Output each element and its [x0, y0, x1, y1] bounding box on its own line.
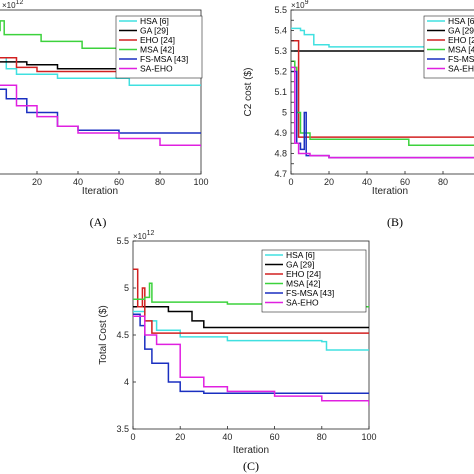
x-tick-label-c: 100 — [361, 432, 376, 442]
legend-label-eho-b: EHO [24] — [448, 35, 474, 45]
series-line-sa-eho-a — [0, 84, 201, 147]
chart-panel-a: 20 40 60 80 100 ×1012 Iteration (A) HSA [6]G… — [0, 0, 209, 229]
chart-panel-c: 0 20 40 60 80 100 3.5 4 4.5 5 5.5 ×1012 Total Cost… — [98, 230, 377, 473]
x-axis-label-b: Iteration — [372, 186, 408, 197]
y-tick-label-b: 5.4 — [274, 26, 287, 36]
series-line-hsa-b — [291, 27, 474, 48]
series-layer-a — [0, 20, 201, 147]
y-tick-label-b: 5.5 — [274, 5, 287, 15]
y-tick-label-b: 5 — [282, 108, 287, 118]
legend-label-hsa-b: HSA [6] — [448, 16, 474, 26]
legend-label-ga-a: GA [29] — [140, 26, 168, 36]
series-line-sa-eho-b — [291, 66, 474, 159]
x-tick-label-b: 40 — [362, 177, 372, 187]
series-line-ga-a — [0, 61, 201, 70]
x-tick-label-c: 20 — [175, 432, 185, 442]
x-tick-label-a: 100 — [193, 177, 208, 187]
series-line-sa-eho-c — [133, 315, 369, 406]
y-tick-label-c: 5.5 — [116, 236, 129, 246]
exponent-value-a: 12 — [16, 0, 24, 6]
series-line-eho-b — [291, 40, 474, 138]
y-tick-label-c: 3.5 — [116, 424, 129, 434]
legend-box-b — [423, 15, 474, 79]
y-tick-label-b: 5.2 — [274, 67, 287, 77]
legend-label-hsa-c: HSA [6] — [286, 250, 315, 260]
legend-label-fs-msa-a: FS-MSA [43] — [140, 54, 188, 64]
series-line-msa-a — [0, 20, 201, 50]
legend-a: HSA [6]GA [29]EHO [24]MSA [42]FS-MSA [43… — [115, 15, 203, 79]
exponent-c: ×1012 — [133, 230, 154, 241]
legend-label-msa-a: MSA [42] — [140, 45, 175, 55]
panel-label-c: (C) — [243, 459, 259, 473]
chart-panel-b: 0 20 40 60 804.74.84.955.15.25.35.45.5 ×109 … — [243, 0, 474, 229]
y-axis-label-b: C2 cost ($) — [243, 68, 254, 117]
x-tick-label-c: 60 — [270, 432, 280, 442]
x-axis-label-c: Iteration — [233, 445, 269, 456]
x-tick-label-c: 40 — [222, 432, 232, 442]
x-tick-label-a: 40 — [73, 177, 83, 187]
x-tick-label-c: 80 — [317, 432, 327, 442]
series-line-hsa-a — [0, 57, 201, 86]
exponent-value-b: 9 — [305, 0, 309, 6]
y-axis-label-c: Total Cost ($) — [98, 305, 109, 364]
y-tick-label-b: 4.9 — [274, 128, 287, 138]
legend-label-ga-c: GA [29] — [286, 260, 314, 270]
x-tick-label-a: 60 — [114, 177, 124, 187]
exponent-b: ×109 — [291, 0, 309, 10]
x-tick-label-b: 80 — [438, 177, 448, 187]
series-line-eho-c — [133, 268, 369, 334]
y-tick-label-c: 5 — [124, 283, 129, 293]
legend-label-sa-eho-b: SA-EHO — [448, 64, 474, 74]
exponent-a: ×1012 — [2, 0, 23, 10]
exponent-value-c: 12 — [147, 230, 155, 237]
legend-label-eho-a: EHO [24] — [140, 35, 175, 45]
legend-label-fs-msa-b: FS-MSA [43] — [448, 54, 474, 64]
x-axis-label-a: Iteration — [82, 186, 118, 197]
legend-box-a — [115, 15, 203, 79]
legend-label-sa-eho-a: SA-EHO — [140, 64, 173, 74]
legend-label-sa-eho-c: SA-EHO — [286, 298, 319, 308]
legend-label-eho-c: EHO [24] — [286, 269, 321, 279]
x-tick-label-b: 0 — [288, 177, 293, 187]
ticks-c: 0 20 40 60 80 100 3.5 4 4.5 5 5.5 — [116, 236, 376, 442]
ticks-b: 0 20 40 60 80 4.7 4.8 4.9 5 5.1 5.2 5.3 5.4 5.5 — [274, 5, 448, 187]
series-line-ga-c — [133, 306, 369, 329]
series-line-fs-msa-c — [133, 313, 369, 395]
legend-label-ga-b: GA [29] — [448, 26, 474, 36]
y-tick-label-b: 5.1 — [274, 87, 287, 97]
y-tick-label-c: 4.5 — [116, 330, 129, 340]
x-tick-label-b: 60 — [400, 177, 410, 187]
legend-label-msa-c: MSA [42] — [286, 279, 321, 289]
x-tick-label-b: 20 — [324, 177, 334, 187]
y-tick-label-b: 4.8 — [274, 149, 287, 159]
legend-label-fs-msa-c: FS-MSA [43] — [286, 288, 334, 298]
x-tick-label-c: 0 — [130, 432, 135, 442]
legend-label-hsa-a: HSA [6] — [140, 16, 169, 26]
y-tick-label-b: 5.3 — [274, 46, 287, 56]
legend-b: HSA [6]GA [29]EHO [24]MSA [42]FS-MSA [43… — [423, 15, 474, 79]
y-tick-label-c: 4 — [124, 377, 129, 387]
x-tick-label-a: 20 — [32, 177, 42, 187]
legend-c: HSA [6]GA [29]EHO [24]MSA [42]FS-MSA [43… — [261, 249, 367, 313]
series-line-eho-a — [0, 57, 201, 73]
legend-label-msa-b: MSA [42] — [448, 45, 474, 55]
ticks-a: 20 40 60 80 100 — [32, 171, 209, 187]
panel-label-b: (B) — [387, 215, 403, 229]
x-tick-label-a: 80 — [155, 177, 165, 187]
legend-box-c — [261, 249, 367, 313]
panel-label-a: (A) — [90, 215, 107, 229]
y-tick-label-b: 4.7 — [274, 169, 287, 179]
